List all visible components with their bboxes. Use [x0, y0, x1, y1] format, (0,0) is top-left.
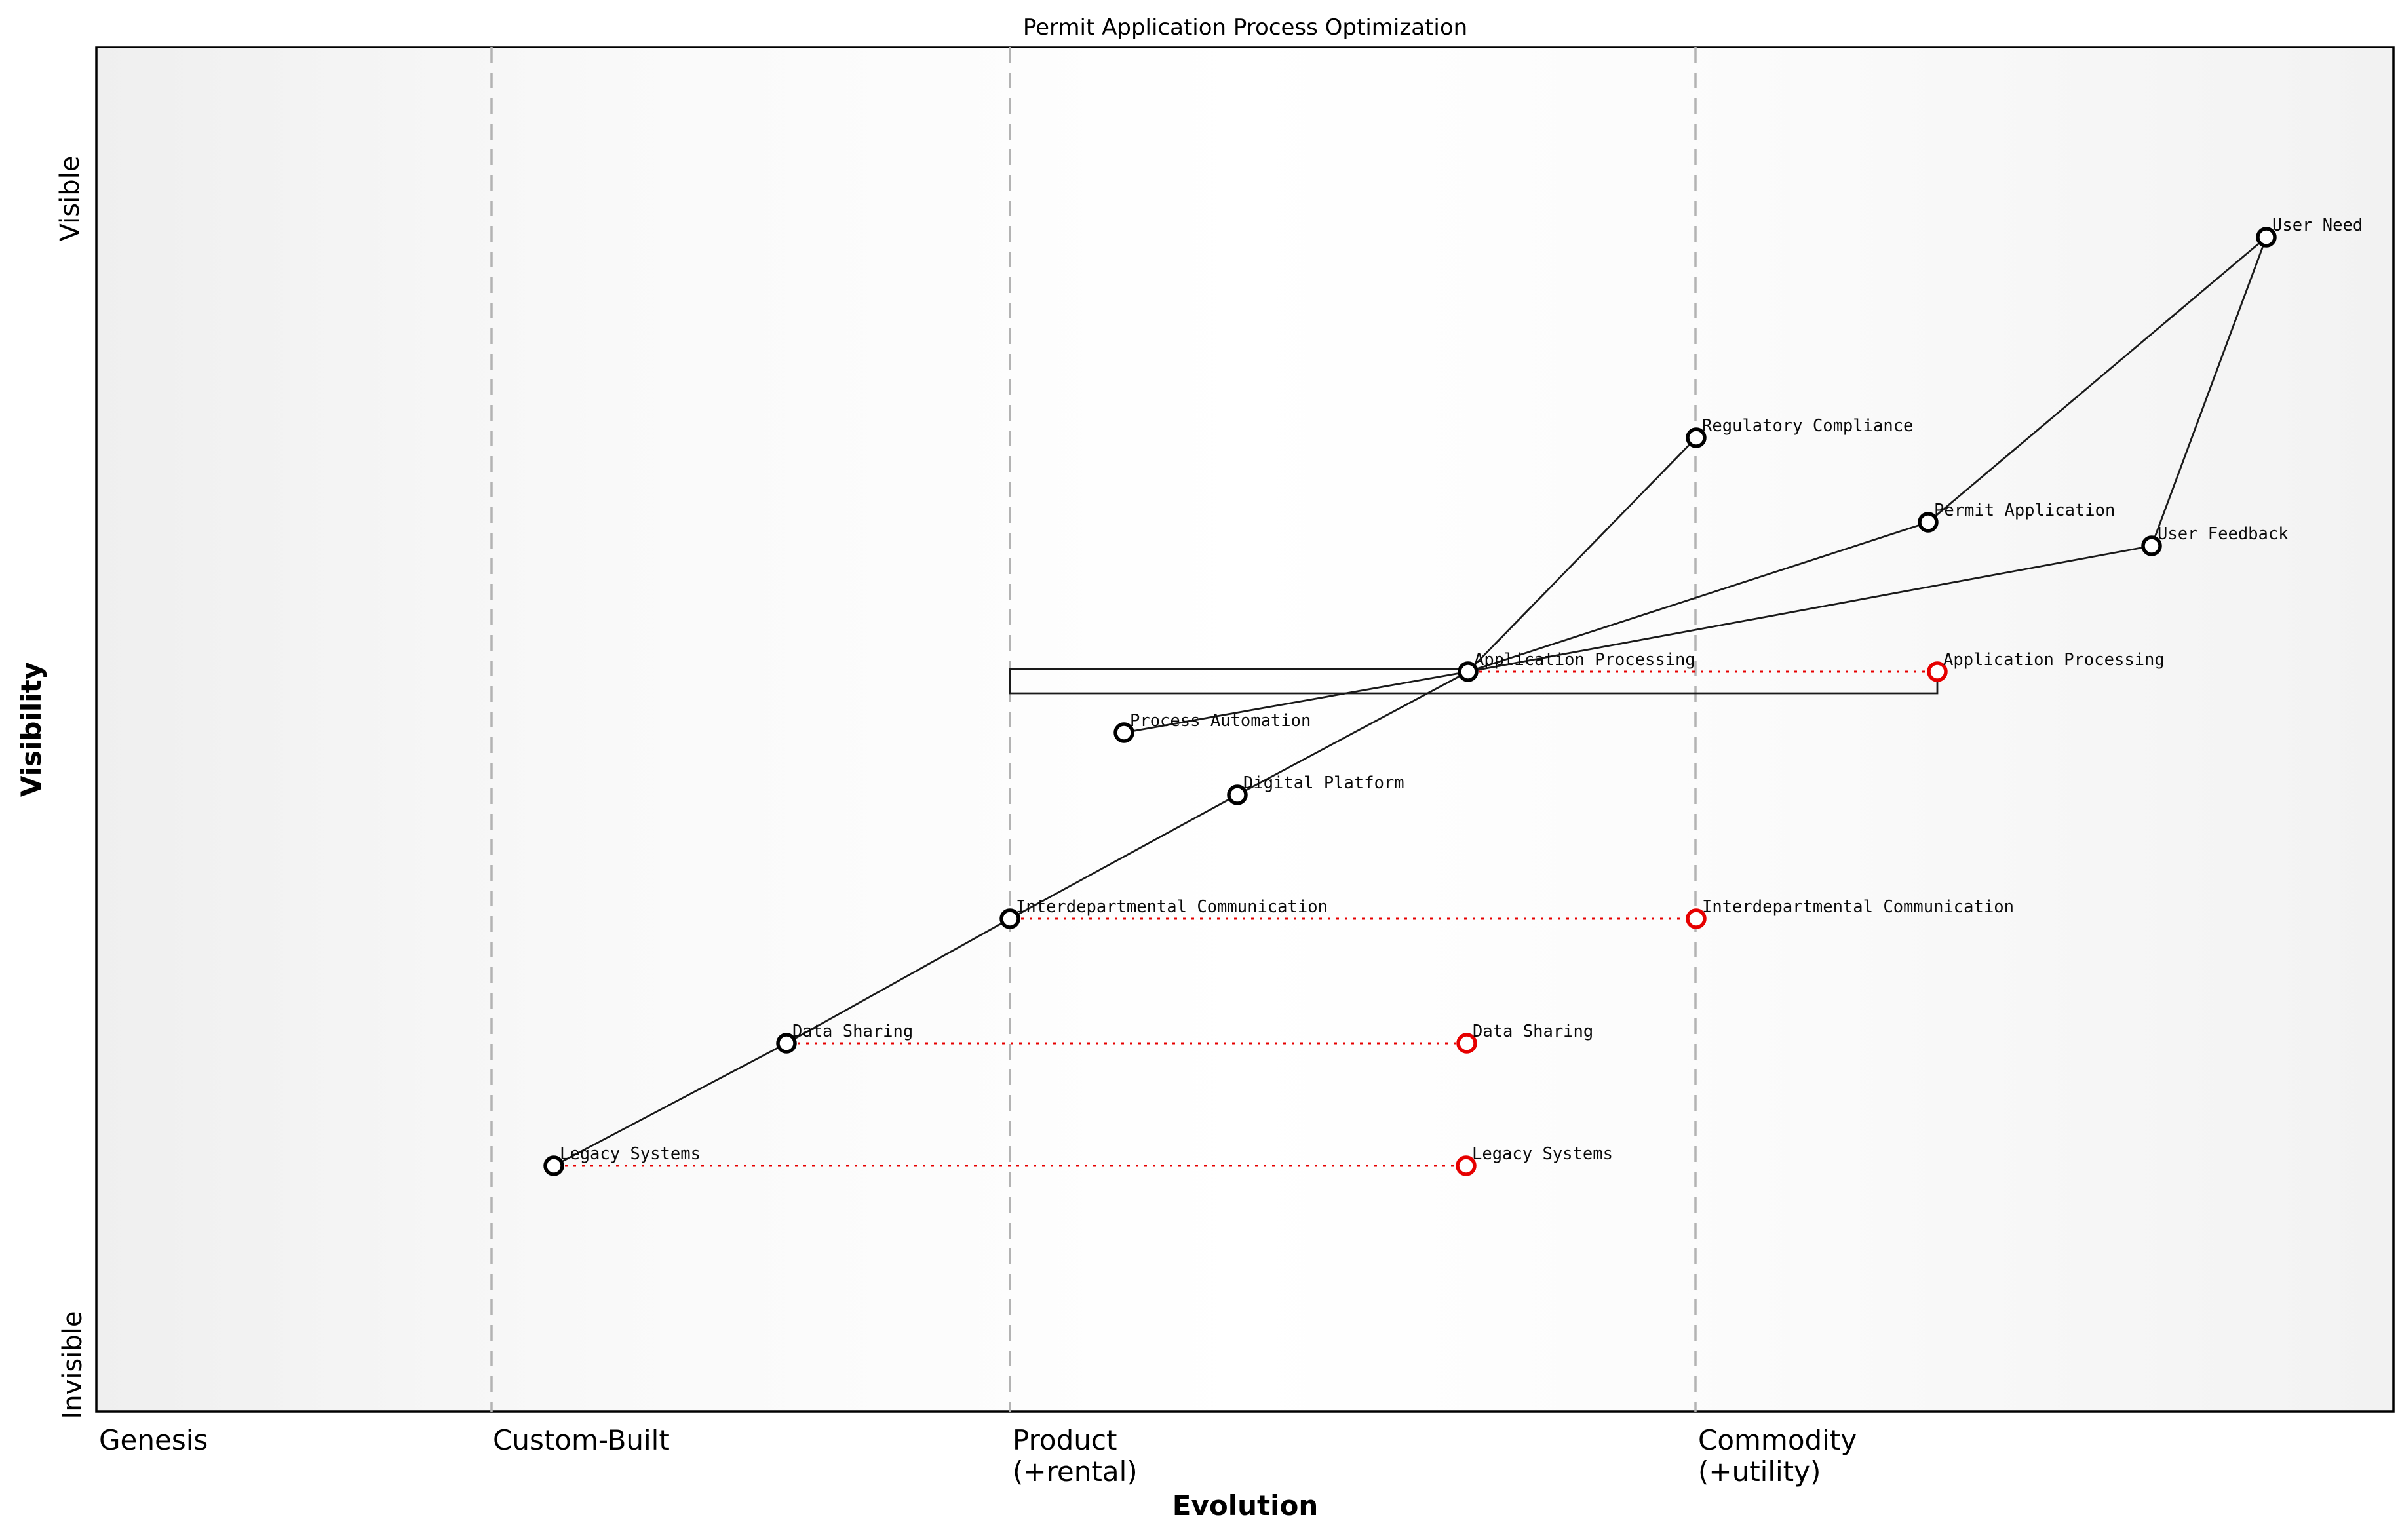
- evolution-boundary-lines: [490, 47, 1697, 1412]
- component-node: [1686, 427, 1707, 448]
- component-node: [2141, 535, 2162, 556]
- component-labels-layer: User Need Regulatory Compliance Permit App…: [560, 216, 2363, 1164]
- dependency-edge: [1467, 437, 1697, 672]
- component-node: [543, 1155, 564, 1176]
- dependency-edge: [1009, 794, 1238, 920]
- component-node: [776, 1033, 797, 1054]
- component-label: Interdepartmental Communication: [1016, 897, 1328, 917]
- y-axis-label: Visibility: [15, 662, 47, 797]
- evolved-component-label: Legacy Systems: [1472, 1144, 1613, 1164]
- y-axis-bottom-label: Invisible: [58, 1311, 88, 1419]
- x-axis-label: Evolution: [1172, 1490, 1318, 1522]
- component-node: [1227, 784, 1248, 805]
- evolve-lines-layer: [565, 670, 1926, 1167]
- stage-label: Commodity (+utility): [1698, 1424, 1857, 1488]
- component-label: Regulatory Compliance: [1702, 416, 1913, 436]
- component-label: Process Automation: [1130, 711, 1311, 731]
- component-label: Digital Platform: [1243, 773, 1404, 793]
- component-nodes-layer: [543, 227, 2277, 1176]
- component-node: [1113, 722, 1134, 743]
- evolved-component-node: [1686, 908, 1707, 929]
- evolved-component-node: [1456, 1033, 1477, 1054]
- dependency-edge: [1467, 521, 1929, 673]
- dependency-edge: [786, 917, 1011, 1045]
- component-label: User Feedback: [2158, 524, 2289, 544]
- evolved-component-node: [1456, 1155, 1477, 1176]
- stage-label: Custom-Built: [493, 1424, 670, 1456]
- dependency-edge: [2150, 237, 2268, 547]
- dependency-edge: [1467, 545, 2152, 673]
- stage-label: Product (+rental): [1013, 1424, 1138, 1488]
- component-node: [1918, 512, 1939, 533]
- component-node: [1458, 661, 1479, 682]
- component-label: User Need: [2272, 216, 2363, 235]
- stage-labels-layer: Genesis Custom-Built Product (+rental) Commo…: [99, 1424, 1857, 1488]
- chart-title: Permit Application Process Optimization: [1023, 14, 1467, 41]
- component-label: Permit Application: [1934, 501, 2115, 520]
- dependency-edge: [1123, 670, 1469, 734]
- component-label: Legacy Systems: [560, 1144, 701, 1164]
- evolved-component-label: Application Processing: [1943, 650, 2165, 670]
- dependency-edge: [1237, 670, 1469, 796]
- component-label: Application Processing: [1474, 650, 1695, 670]
- dependency-edge: [553, 1042, 787, 1167]
- evolved-component-node: [1927, 661, 1948, 682]
- component-node: [2256, 227, 2277, 248]
- evolved-component-label: Interdepartmental Communication: [1702, 897, 2014, 917]
- pipeline-box-layer: [1009, 668, 1939, 695]
- dependency-edges-layer: [553, 236, 2268, 1167]
- stage-label: Genesis: [99, 1424, 208, 1456]
- dependency-edge: [1927, 236, 2267, 524]
- pipeline-box: [1009, 668, 1939, 695]
- component-node: [999, 908, 1020, 929]
- y-axis-top-label: Visible: [55, 156, 85, 242]
- evolved-component-label: Data Sharing: [1473, 1022, 1593, 1041]
- component-label: Data Sharing: [792, 1022, 913, 1041]
- plot-area: [95, 46, 2395, 1413]
